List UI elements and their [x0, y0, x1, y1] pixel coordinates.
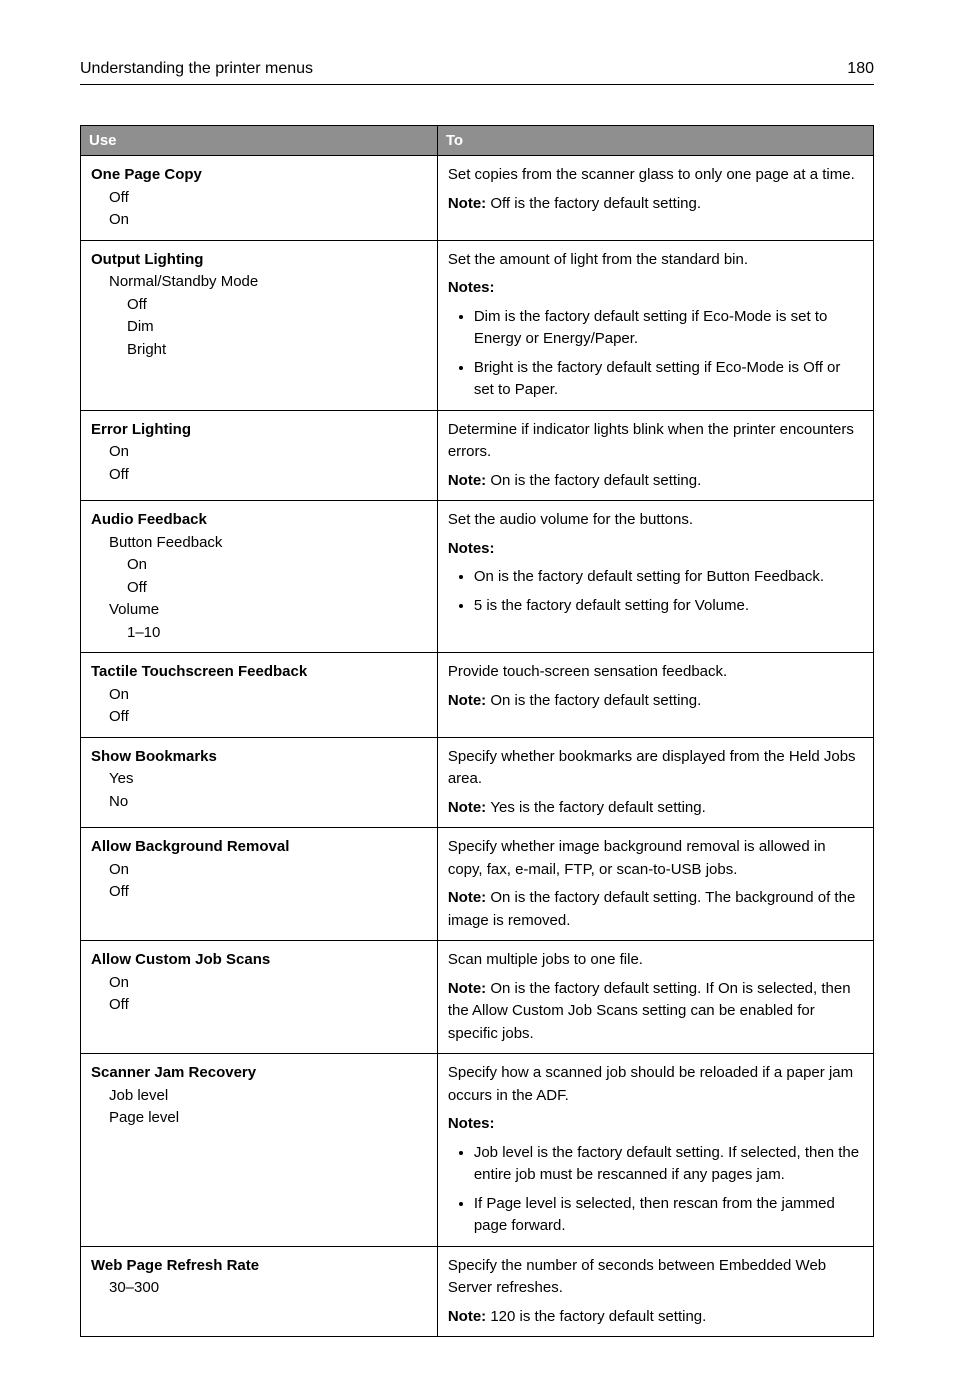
note-text: Note: On is the factory default setting.…: [448, 978, 863, 1046]
option-value: Normal/Standby Mode: [91, 271, 427, 294]
option-title: Allow Background Removal: [91, 836, 427, 859]
note-item: 5 is the factory default setting for Vol…: [474, 595, 863, 618]
table-row: One Page CopyOffOn Set copies from the sc…: [81, 156, 874, 241]
note-item: Bright is the factory default setting if…: [474, 357, 863, 402]
notes-list: Job level is the factory default setting…: [448, 1142, 863, 1238]
note-item: Dim is the factory default setting if Ec…: [474, 306, 863, 351]
option-title: Error Lighting: [91, 419, 427, 442]
option-value: 1–10: [91, 622, 427, 645]
option-value: 30–300: [91, 1277, 427, 1300]
to-cell: Scan multiple jobs to one file. Note: On …: [437, 941, 873, 1054]
notes-list: On is the factory default setting for Bu…: [448, 566, 863, 617]
to-cell: Set copies from the scanner glass to onl…: [437, 156, 873, 241]
to-cell: Determine if indicator lights blink when…: [437, 410, 873, 501]
option-title: Scanner Jam Recovery: [91, 1062, 427, 1085]
option-value: Yes: [91, 768, 427, 791]
column-header-use: Use: [81, 126, 438, 156]
option-value: On: [91, 209, 427, 232]
option-value: Button Feedback: [91, 532, 427, 555]
description-text: Set copies from the scanner glass to onl…: [448, 164, 863, 187]
use-cell: Audio FeedbackButton FeedbackOnOffVolume…: [81, 501, 438, 653]
note-item: Job level is the factory default setting…: [474, 1142, 863, 1187]
description-text: Provide touch-screen sensation feedback.: [448, 661, 863, 684]
option-title: Audio Feedback: [91, 509, 427, 532]
option-value: Off: [91, 294, 427, 317]
table-row: Scanner Jam RecoveryJob levelPage levelS…: [81, 1054, 874, 1247]
note-text: Note: On is the factory default setting.: [448, 470, 863, 493]
description-text: Specify the number of seconds between Em…: [448, 1255, 863, 1300]
table-row: Web Page Refresh Rate30–300Specify the n…: [81, 1246, 874, 1337]
to-cell: Specify the number of seconds between Em…: [437, 1246, 873, 1337]
notes-list: Dim is the factory default setting if Ec…: [448, 306, 863, 402]
option-title: Output Lighting: [91, 249, 427, 272]
note-text: Note: On is the factory default setting.…: [448, 887, 863, 932]
option-value: Off: [91, 881, 427, 904]
note-item: On is the factory default setting for Bu…: [474, 566, 863, 589]
table-row: Output LightingNormal/Standby ModeOffDim…: [81, 240, 874, 410]
use-cell: Web Page Refresh Rate30–300: [81, 1246, 438, 1337]
notes-label: Notes:: [448, 538, 863, 561]
option-value: Off: [91, 577, 427, 600]
table-row: Show BookmarksYesNoSpecify whether bookm…: [81, 737, 874, 828]
column-header-to: To: [437, 126, 873, 156]
note-text: Note: 120 is the factory default setting…: [448, 1306, 863, 1329]
use-cell: Allow Background RemovalOnOff: [81, 828, 438, 941]
option-value: Page level: [91, 1107, 427, 1130]
note-text: Note: Off is the factory default setting…: [448, 193, 863, 216]
option-title: Show Bookmarks: [91, 746, 427, 769]
option-value: On: [91, 554, 427, 577]
table-row: Allow Background RemovalOnOffSpecify whe…: [81, 828, 874, 941]
description-text: Determine if indicator lights blink when…: [448, 419, 863, 464]
table-row: Tactile Touchscreen FeedbackOnOffProvide…: [81, 653, 874, 738]
table-row: Audio FeedbackButton FeedbackOnOffVolume…: [81, 501, 874, 653]
to-cell: Set the audio volume for the buttons. Not…: [437, 501, 873, 653]
option-value: On: [91, 684, 427, 707]
description-text: Specify how a scanned job should be relo…: [448, 1062, 863, 1107]
notes-label: Notes:: [448, 1113, 863, 1136]
option-value: Dim: [91, 316, 427, 339]
header-title: Understanding the printer menus: [80, 60, 313, 78]
use-cell: Scanner Jam RecoveryJob levelPage level: [81, 1054, 438, 1247]
description-text: Specify whether image background removal…: [448, 836, 863, 881]
option-value: On: [91, 859, 427, 882]
note-item: If Page level is selected, then rescan f…: [474, 1193, 863, 1238]
description-text: Set the amount of light from the standar…: [448, 249, 863, 272]
option-title: Allow Custom Job Scans: [91, 949, 427, 972]
option-value: Volume: [91, 599, 427, 622]
description-text: Set the audio volume for the buttons.: [448, 509, 863, 532]
page-header: Understanding the printer menus 180: [80, 60, 874, 85]
to-cell: Specify whether bookmarks are displayed …: [437, 737, 873, 828]
notes-label: Notes:: [448, 277, 863, 300]
to-cell: Provide touch-screen sensation feedback.…: [437, 653, 873, 738]
use-cell: Tactile Touchscreen FeedbackOnOff: [81, 653, 438, 738]
use-cell: Error LightingOnOff: [81, 410, 438, 501]
note-text: Note: On is the factory default setting.: [448, 690, 863, 713]
header-page-number: 180: [847, 60, 874, 78]
table-row: Error LightingOnOffDetermine if indicato…: [81, 410, 874, 501]
option-value: On: [91, 441, 427, 464]
to-cell: Specify how a scanned job should be relo…: [437, 1054, 873, 1247]
option-value: Off: [91, 994, 427, 1017]
option-value: On: [91, 972, 427, 995]
option-value: Off: [91, 706, 427, 729]
option-title: Web Page Refresh Rate: [91, 1255, 427, 1278]
description-text: Specify whether bookmarks are displayed …: [448, 746, 863, 791]
option-title: One Page Copy: [91, 164, 427, 187]
option-value: Job level: [91, 1085, 427, 1108]
table-row: Allow Custom Job ScansOnOffScan multiple…: [81, 941, 874, 1054]
use-cell: Show BookmarksYesNo: [81, 737, 438, 828]
to-cell: Set the amount of light from the standar…: [437, 240, 873, 410]
use-cell: Allow Custom Job ScansOnOff: [81, 941, 438, 1054]
settings-table: Use To One Page CopyOffOnSet copies from…: [80, 125, 874, 1337]
description-text: Scan multiple jobs to one file.: [448, 949, 863, 972]
note-text: Note: Yes is the factory default setting…: [448, 797, 863, 820]
option-value: Off: [91, 187, 427, 210]
use-cell: One Page CopyOffOn: [81, 156, 438, 241]
option-value: Bright: [91, 339, 427, 362]
to-cell: Specify whether image background removal…: [437, 828, 873, 941]
option-value: Off: [91, 464, 427, 487]
option-value: No: [91, 791, 427, 814]
option-title: Tactile Touchscreen Feedback: [91, 661, 427, 684]
use-cell: Output LightingNormal/Standby ModeOffDim…: [81, 240, 438, 410]
